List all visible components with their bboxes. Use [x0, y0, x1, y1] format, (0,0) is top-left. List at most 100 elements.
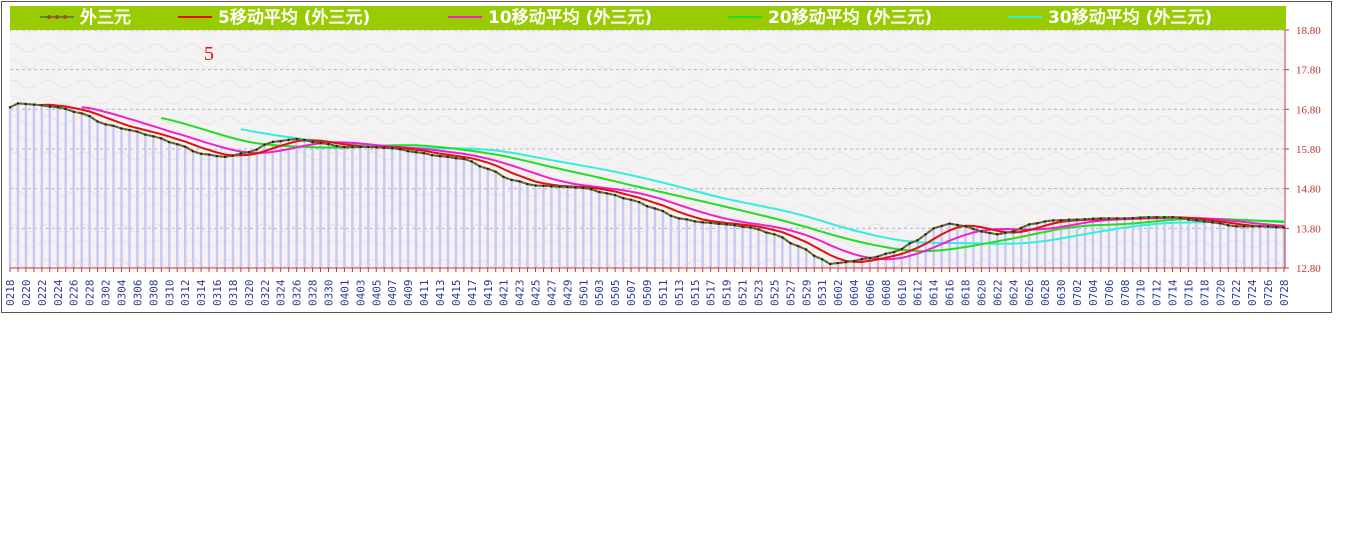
value-bar [717, 223, 720, 268]
value-bar [637, 202, 641, 268]
data-point [1091, 217, 1095, 220]
value-bar [191, 151, 195, 268]
data-point [470, 160, 474, 163]
value-bar [1171, 217, 1174, 268]
x-tick-label: 0401 [338, 280, 351, 307]
value-bar [526, 184, 529, 268]
x-tick-label: 0511 [657, 280, 670, 307]
value-bar [199, 153, 203, 268]
x-tick-label: 0509 [641, 280, 654, 307]
x-tick-label: 0419 [482, 280, 495, 307]
x-tick-label: 0417 [466, 280, 479, 307]
x-tick-label: 0304 [115, 279, 128, 306]
legend-label: 外三元 [80, 7, 131, 28]
x-tick-label: 0403 [354, 280, 367, 307]
value-bar [391, 148, 394, 268]
value-bar [1043, 221, 1047, 268]
x-tick-label: 0503 [593, 280, 606, 307]
value-bar [510, 179, 513, 268]
data-point [653, 207, 657, 210]
x-tick-label: 0620 [975, 280, 988, 307]
y-tick-label: 15.80 [1296, 144, 1321, 156]
data-point [255, 148, 259, 151]
data-point [48, 105, 52, 108]
value-bar [709, 222, 712, 268]
x-tick-label: 0610 [896, 280, 909, 307]
x-tick-label: 0702 [1071, 280, 1084, 307]
data-point [988, 231, 991, 235]
data-point [605, 192, 609, 195]
data-point [422, 152, 426, 155]
value-bar [868, 258, 872, 268]
y-tick-label: 12.80 [1296, 263, 1321, 275]
value-bar [303, 140, 306, 268]
data-point [247, 150, 251, 154]
data-point [24, 102, 28, 106]
value-bar [414, 152, 418, 268]
value-bar [335, 145, 338, 268]
data-point [263, 143, 266, 146]
value-bar [72, 111, 75, 268]
value-bar [1051, 220, 1055, 268]
value-bar [207, 154, 211, 268]
x-tick-label: 0624 [1007, 279, 1020, 306]
data-point [1043, 220, 1047, 223]
data-point [1266, 225, 1270, 228]
data-point [924, 233, 927, 236]
value-bar [263, 144, 266, 268]
value-bar [876, 256, 880, 268]
x-tick-label: 0425 [530, 280, 543, 307]
x-tick-label: 0421 [498, 280, 511, 307]
value-bar [398, 149, 402, 268]
data-point [797, 244, 800, 248]
data-point [271, 140, 274, 144]
value-bar [940, 225, 943, 268]
value-bar [1131, 218, 1134, 268]
x-tick-label: 0726 [1262, 280, 1275, 307]
data-point [558, 185, 561, 188]
value-bar [422, 153, 426, 268]
value-bar [598, 191, 601, 268]
data-point [1147, 216, 1150, 219]
ma10-line [81, 106, 1285, 261]
data-point [136, 130, 139, 133]
data-point [1115, 217, 1118, 220]
data-point [582, 186, 585, 190]
data-point [661, 209, 665, 213]
value-bar [1266, 226, 1270, 268]
x-tick-label: 0310 [163, 280, 176, 307]
data-point [231, 154, 235, 157]
x-tick-label: 0614 [928, 279, 941, 306]
data-point [701, 221, 704, 224]
data-point [303, 138, 306, 142]
value-bar [430, 155, 434, 268]
data-point [773, 233, 776, 236]
value-bar [80, 113, 83, 268]
value-bar [1035, 223, 1039, 268]
value-bar [582, 187, 585, 268]
x-tick-label: 0722 [1230, 280, 1243, 307]
x-tick-label: 0429 [561, 280, 574, 307]
x-tick-label: 0602 [832, 280, 845, 307]
data-point [948, 222, 951, 225]
data-point [1004, 231, 1007, 235]
value-bar [128, 129, 131, 268]
x-tick-label: 0224 [52, 279, 65, 306]
data-point [892, 250, 896, 254]
data-point [1250, 225, 1254, 228]
value-bar [375, 147, 378, 268]
x-tick-label: 0706 [1103, 280, 1116, 307]
x-tick-label: 0427 [545, 280, 558, 307]
data-point [1195, 219, 1198, 222]
value-bar [677, 218, 681, 268]
x-tick-label: 0314 [195, 279, 208, 306]
x-tick-label: 0308 [147, 280, 160, 307]
value-bar [470, 161, 474, 268]
data-point [1012, 230, 1015, 233]
value-bar [56, 107, 59, 268]
legend-marker [63, 15, 67, 19]
value-bar [176, 144, 179, 268]
data-point [518, 180, 521, 183]
data-point [677, 217, 681, 220]
value-bar [1211, 222, 1214, 268]
